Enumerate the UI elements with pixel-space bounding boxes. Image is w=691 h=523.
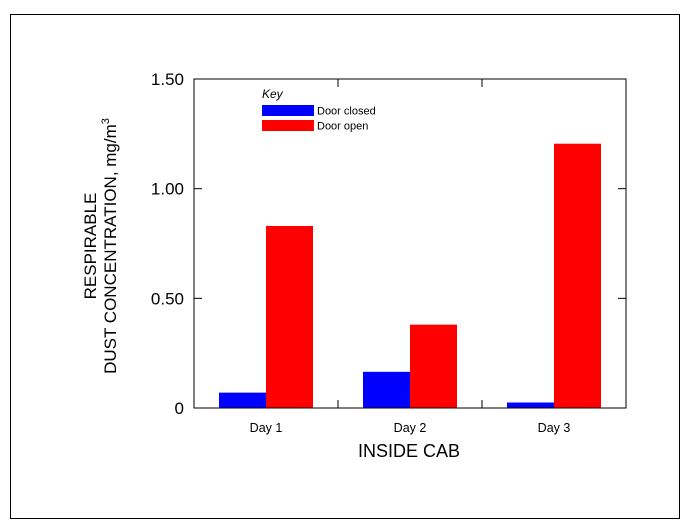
y-axis-label-line2: DUST CONCENTRATION, mg/m3 [100, 118, 120, 374]
legend-label: Door closed [317, 106, 376, 118]
legend: Key Door closed Door open [262, 87, 376, 133]
y-tick-label: 0.50 [151, 289, 184, 308]
legend-title: Key [262, 87, 284, 101]
y-tick-label: 1.00 [151, 180, 184, 199]
bar-door-open [266, 225, 313, 408]
x-tick-label: Day 3 [538, 421, 571, 435]
x-axis-label: INSIDE CAB [358, 441, 460, 461]
y-axis-label-line1: RESPIRABLE [81, 193, 100, 300]
bar-door-open [554, 143, 601, 408]
legend-swatch [262, 120, 314, 131]
legend-label: Door open [317, 121, 368, 133]
plot-area [193, 78, 627, 409]
x-tick-label: Day 1 [250, 421, 283, 435]
y-axis-label-superscript: 3 [100, 118, 112, 124]
y-axis-label-main: DUST CONCENTRATION, mg/m [101, 124, 120, 374]
bar-door-open [410, 324, 457, 408]
y-tick-label: 0 [175, 399, 184, 418]
legend-swatch [262, 105, 314, 116]
bar-door-closed [219, 392, 266, 408]
bar-door-closed [507, 402, 554, 408]
bar-door-closed [363, 371, 410, 408]
x-tick-label: Day 2 [394, 421, 427, 435]
y-tick-label: 1.50 [151, 70, 184, 89]
